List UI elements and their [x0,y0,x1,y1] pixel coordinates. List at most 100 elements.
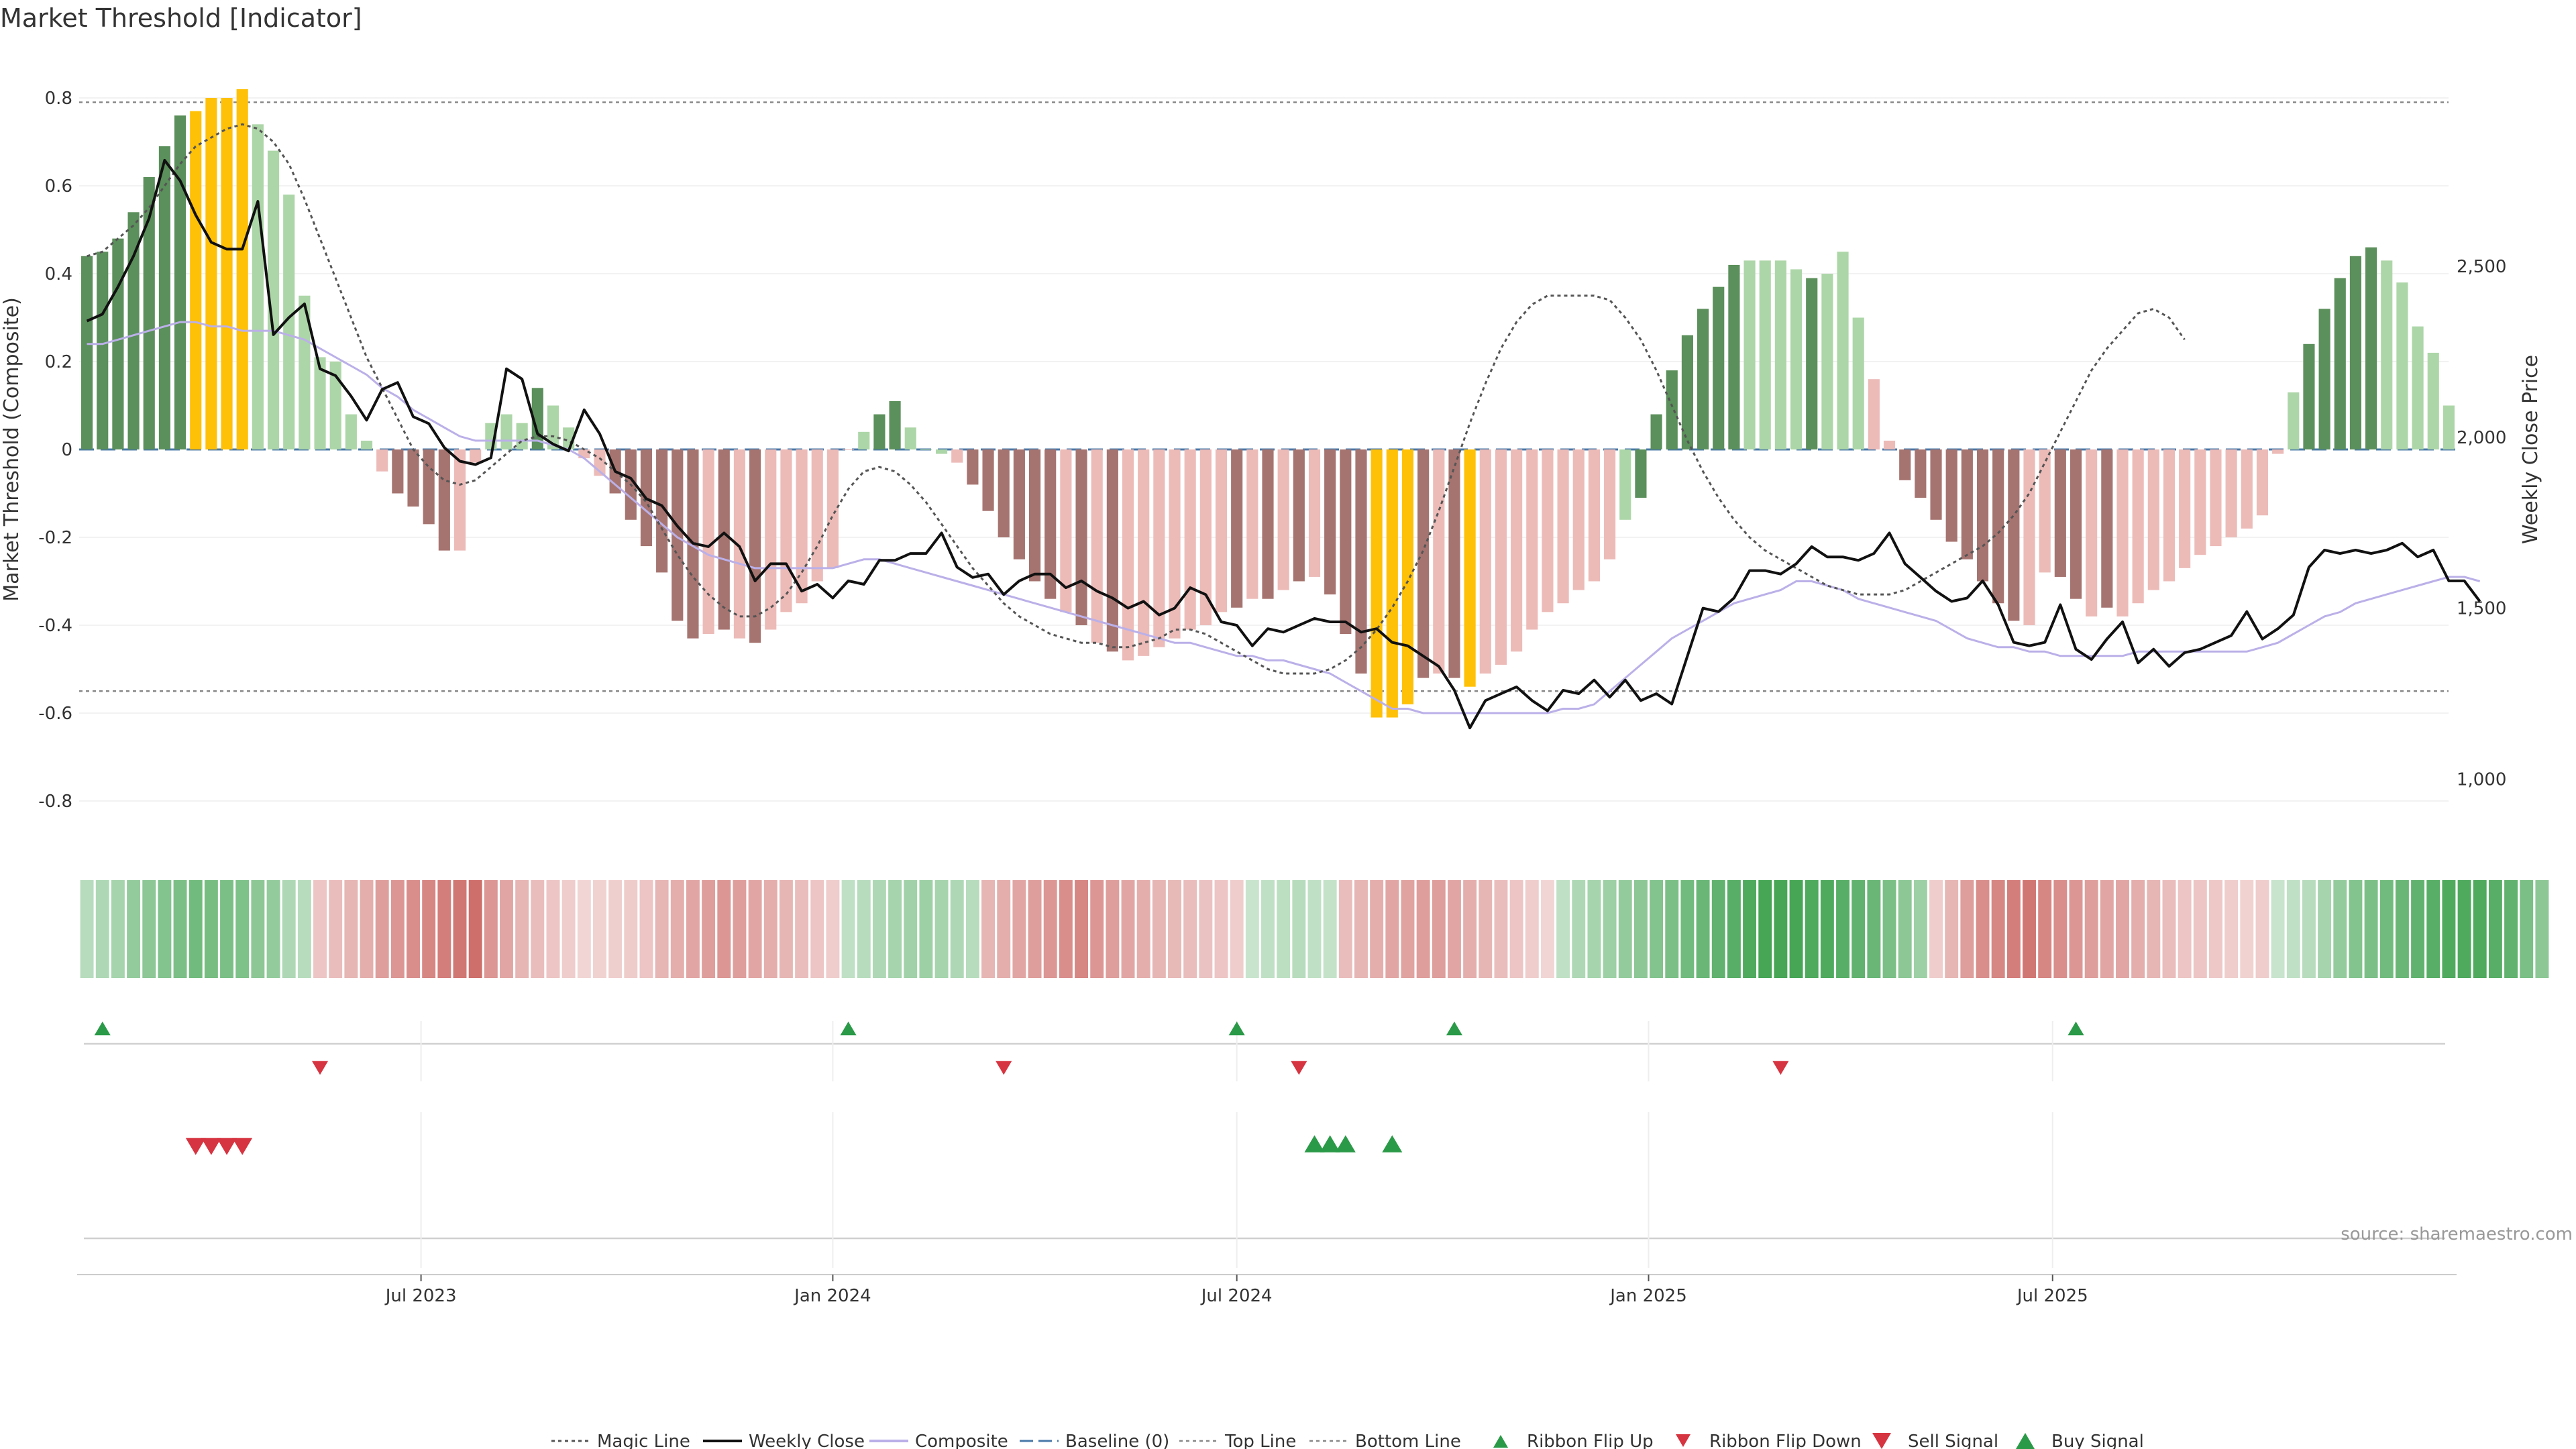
histogram-bar [158,146,170,450]
histogram-bar [1013,449,1025,559]
ribbon-cell [748,880,762,978]
ribbon-cell [189,880,203,978]
ribbon-cell [1743,880,1757,978]
ribbon-cell [1292,880,1306,978]
ribbon-cell [407,880,420,978]
ribbon-cell [2535,880,2549,978]
histogram-bar [1588,449,1601,582]
histogram-bar [1028,449,1041,582]
ribbon-cell [2069,880,2083,978]
ribbon-cell [733,880,747,978]
ribbon-cell [1603,880,1617,978]
ribbon-cell [390,880,405,978]
histogram-bar [376,449,388,472]
histogram-bar [672,449,684,621]
histogram-bar [2163,449,2176,582]
ribbon-cell [888,880,902,978]
ribbon-cell [329,880,343,978]
x-tick-label: Jul 2023 [384,1286,457,1306]
ribbon-cell [1711,880,1725,978]
ribbon-cell [1665,880,1679,978]
ribbon-cell [2457,880,2471,978]
ribbon-cell [1152,880,1166,978]
ribbon-cell [2504,880,2518,978]
ribbon-cell [1789,880,1803,978]
ribbon-cell [1075,880,1088,978]
ribbon-cell [2333,880,2347,978]
ribbon-cell [1572,880,1586,978]
histogram-bar [1479,449,1491,674]
ribbon-cell [2395,880,2409,978]
ribbon-cell [2349,880,2363,978]
ribbon-cell [624,880,638,978]
ribbon-flip-up-marker [2068,1021,2084,1036]
ribbon-cell [1882,880,1896,978]
histogram-bar [470,449,482,463]
ribbon-cell [1587,880,1601,978]
ribbon-cell [220,880,234,978]
left-tick-label: -0.2 [38,528,72,548]
buy-signal-marker [1382,1135,1403,1152]
buy-signal-marker [1335,1135,1356,1152]
histogram-bar [1806,278,1818,449]
histogram-bar [2318,309,2330,449]
ribbon-cell [1168,880,1181,978]
left-tick-label: 0.2 [45,352,72,372]
ribbon-cell [1401,880,1415,978]
histogram-bar [1774,260,1786,449]
ribbon-cell [950,880,964,978]
x-tick-label: Jan 2024 [793,1286,871,1306]
ribbon-cell [500,880,513,978]
ribbon-cell [934,880,949,978]
ribbon-cell [717,880,731,978]
histogram-bar [1697,309,1709,449]
ribbon-cell [763,880,777,978]
ribbon-cell [546,880,560,978]
ribbon-cell [111,880,125,978]
ribbon-flip-up-marker [840,1021,857,1036]
histogram-bar [1448,449,1460,678]
ribbon-cell [1106,880,1120,978]
ribbon-cell [981,880,996,978]
histogram-bar [1060,449,1072,612]
histogram-bar [1681,335,1693,449]
histogram-bar [2086,449,2098,616]
left-tick-label: 0.4 [45,264,72,284]
histogram-bar [1495,449,1507,665]
ribbon-cell [2162,880,2176,978]
ribbon-cell [1494,880,1508,978]
histogram-bar [858,431,870,449]
ribbon-cell [1370,880,1384,978]
ribbon-cell [1043,880,1057,978]
left-tick-label: -0.8 [38,792,72,812]
left-axis-label: Market Threshold (Composite) [0,297,23,602]
ribbon-cell [1090,880,1104,978]
ribbon-cell [2302,880,2316,978]
histogram-bar [733,449,746,639]
sell-signal-marker [217,1138,237,1155]
histogram-bar [796,449,808,604]
histogram-bar [951,449,963,463]
histogram-bar [811,449,823,582]
histogram-bar [2272,449,2284,454]
ribbon-cell [1277,880,1291,978]
histogram-bar [1324,449,1336,595]
ribbon-cell [80,880,94,978]
histogram-bar [967,449,979,485]
histogram-bar [765,449,777,630]
legend-label: Ribbon Flip Down [1709,1432,1862,1449]
ribbon-cell [1774,880,1788,978]
histogram-bar [97,252,109,449]
buy-signal-marker [1320,1135,1340,1152]
histogram-bar [438,449,450,551]
ribbon-cell [2379,880,2394,978]
weekly-close-line [86,158,2481,730]
histogram-bar [2427,352,2439,449]
histogram-bar [1262,449,1274,599]
histogram-bar [1728,264,1740,449]
legend-label: Ribbon Flip Up [1527,1432,1654,1449]
ribbon-cell [2193,880,2207,978]
right-tick-label: 2,000 [2457,428,2506,448]
histogram-bar [1277,449,1289,590]
histogram-bar [1666,370,1678,449]
